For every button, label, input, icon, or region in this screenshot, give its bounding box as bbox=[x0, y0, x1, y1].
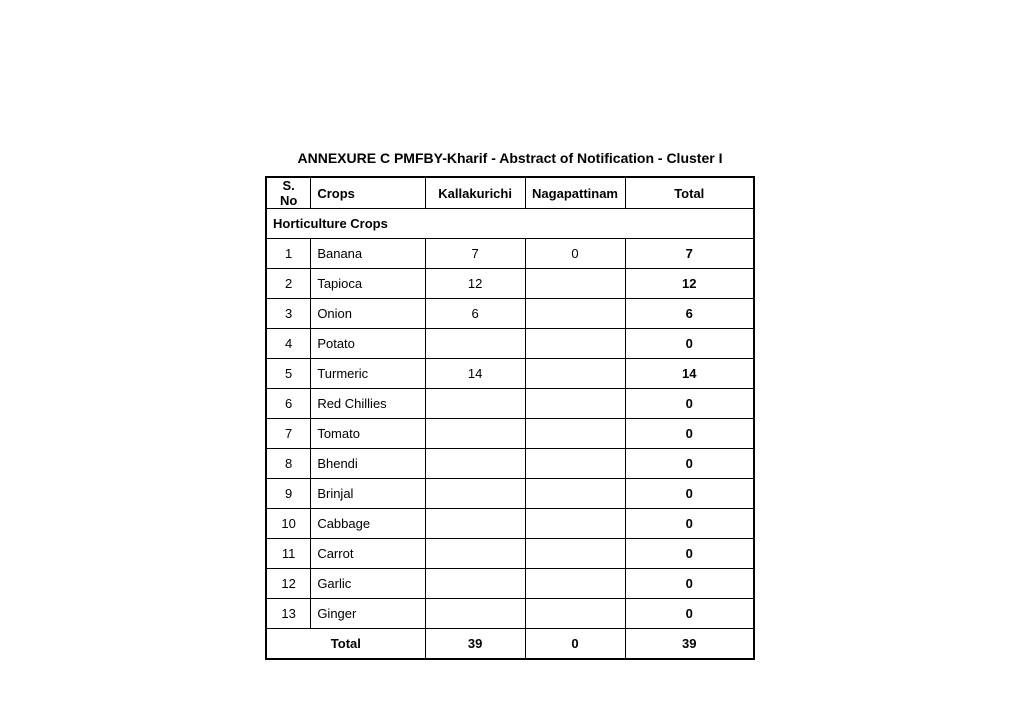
table-row: 10Cabbage 0 bbox=[266, 509, 754, 539]
cell-crop: Brinjal bbox=[311, 479, 425, 509]
col-header-sno: S. No bbox=[266, 177, 311, 209]
cell-total: 14 bbox=[625, 359, 754, 389]
cell-crop: Cabbage bbox=[311, 509, 425, 539]
table-row: 8Bhendi 0 bbox=[266, 449, 754, 479]
cell-d2 bbox=[525, 449, 625, 479]
table-row: 5Turmeric1414 bbox=[266, 359, 754, 389]
cell-d1 bbox=[425, 599, 525, 629]
cell-sno: 8 bbox=[266, 449, 311, 479]
col-header-d1: Kallakurichi bbox=[425, 177, 525, 209]
cell-crop: Bhendi bbox=[311, 449, 425, 479]
cell-d2 bbox=[525, 359, 625, 389]
cell-d2: 0 bbox=[525, 239, 625, 269]
cell-crop: Onion bbox=[311, 299, 425, 329]
table-row: 13Ginger 0 bbox=[266, 599, 754, 629]
cell-d2 bbox=[525, 419, 625, 449]
cell-total: 0 bbox=[625, 449, 754, 479]
table-row: 7Tomato 0 bbox=[266, 419, 754, 449]
cell-d2 bbox=[525, 299, 625, 329]
table-row: 11Carrot 0 bbox=[266, 539, 754, 569]
cell-total: 0 bbox=[625, 389, 754, 419]
cell-crop: Carrot bbox=[311, 539, 425, 569]
cell-crop: Tomato bbox=[311, 419, 425, 449]
totals-cell: 39 bbox=[425, 629, 525, 659]
cell-d1 bbox=[425, 509, 525, 539]
cell-d1 bbox=[425, 479, 525, 509]
cell-total: 0 bbox=[625, 479, 754, 509]
page-title: ANNEXURE C PMFBY-Kharif - Abstract of No… bbox=[298, 150, 723, 166]
table-row: 2Tapioca1212 bbox=[266, 269, 754, 299]
cell-total: 0 bbox=[625, 539, 754, 569]
cell-total: 0 bbox=[625, 329, 754, 359]
totals-label: Total bbox=[266, 629, 425, 659]
cell-d1: 6 bbox=[425, 299, 525, 329]
cell-crop: Potato bbox=[311, 329, 425, 359]
cell-d1 bbox=[425, 389, 525, 419]
table-row: 12Garlic 0 bbox=[266, 569, 754, 599]
cell-sno: 2 bbox=[266, 269, 311, 299]
cell-total: 0 bbox=[625, 509, 754, 539]
cell-sno: 6 bbox=[266, 389, 311, 419]
cell-d1 bbox=[425, 329, 525, 359]
cell-d1: 12 bbox=[425, 269, 525, 299]
table-row: 3Onion66 bbox=[266, 299, 754, 329]
table-row: 6Red Chillies 0 bbox=[266, 389, 754, 419]
cell-d2 bbox=[525, 479, 625, 509]
cell-sno: 1 bbox=[266, 239, 311, 269]
cell-crop: Tapioca bbox=[311, 269, 425, 299]
cell-total: 7 bbox=[625, 239, 754, 269]
table-row: 9Brinjal 0 bbox=[266, 479, 754, 509]
cell-d2 bbox=[525, 269, 625, 299]
cell-sno: 10 bbox=[266, 509, 311, 539]
cell-d2 bbox=[525, 389, 625, 419]
cell-total: 0 bbox=[625, 599, 754, 629]
section-row: Horticulture Crops bbox=[266, 209, 754, 239]
cell-crop: Red Chillies bbox=[311, 389, 425, 419]
col-header-d2: Nagapattinam bbox=[525, 177, 625, 209]
cell-total: 0 bbox=[625, 419, 754, 449]
cell-total: 0 bbox=[625, 569, 754, 599]
header-row: S. No Crops Kallakurichi Nagapattinam To… bbox=[266, 177, 754, 209]
cell-sno: 3 bbox=[266, 299, 311, 329]
table-row: 4Potato 0 bbox=[266, 329, 754, 359]
cell-d2 bbox=[525, 539, 625, 569]
cell-total: 6 bbox=[625, 299, 754, 329]
cell-sno: 11 bbox=[266, 539, 311, 569]
cell-crop: Ginger bbox=[311, 599, 425, 629]
cell-d1 bbox=[425, 449, 525, 479]
cell-d1 bbox=[425, 569, 525, 599]
cell-sno: 13 bbox=[266, 599, 311, 629]
cell-sno: 4 bbox=[266, 329, 311, 359]
cell-sno: 7 bbox=[266, 419, 311, 449]
section-label: Horticulture Crops bbox=[266, 209, 754, 239]
totals-row: Total39039 bbox=[266, 629, 754, 659]
cell-crop: Garlic bbox=[311, 569, 425, 599]
crop-table: S. No Crops Kallakurichi Nagapattinam To… bbox=[265, 176, 755, 660]
cell-d1: 14 bbox=[425, 359, 525, 389]
cell-d2 bbox=[525, 569, 625, 599]
cell-d1: 7 bbox=[425, 239, 525, 269]
col-header-total: Total bbox=[625, 177, 754, 209]
document-page: ANNEXURE C PMFBY-Kharif - Abstract of No… bbox=[0, 0, 1020, 660]
cell-sno: 9 bbox=[266, 479, 311, 509]
cell-total: 12 bbox=[625, 269, 754, 299]
cell-d2 bbox=[525, 329, 625, 359]
cell-d2 bbox=[525, 509, 625, 539]
table-row: 1Banana707 bbox=[266, 239, 754, 269]
cell-sno: 12 bbox=[266, 569, 311, 599]
cell-crop: Banana bbox=[311, 239, 425, 269]
cell-d1 bbox=[425, 539, 525, 569]
cell-d1 bbox=[425, 419, 525, 449]
cell-d2 bbox=[525, 599, 625, 629]
cell-crop: Turmeric bbox=[311, 359, 425, 389]
totals-cell: 39 bbox=[625, 629, 754, 659]
totals-cell: 0 bbox=[525, 629, 625, 659]
col-header-crops: Crops bbox=[311, 177, 425, 209]
cell-sno: 5 bbox=[266, 359, 311, 389]
